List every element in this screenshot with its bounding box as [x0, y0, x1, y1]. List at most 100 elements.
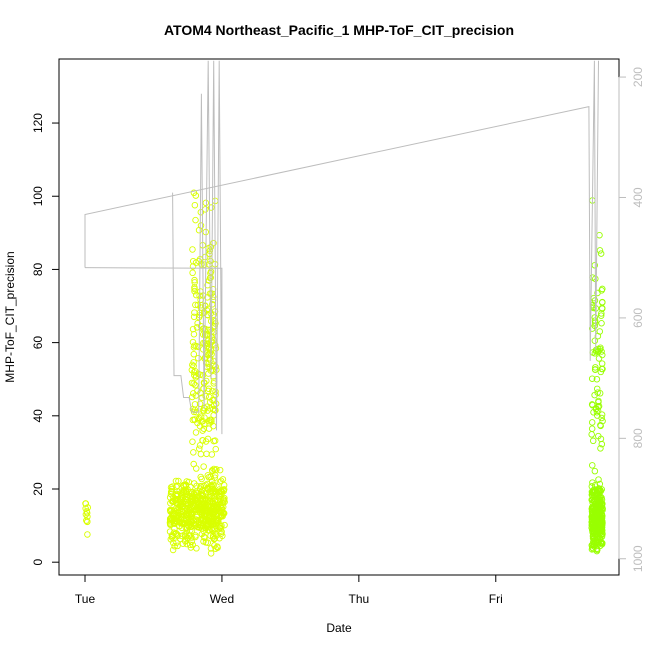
data-point [593, 514, 600, 521]
y2-tick-label: 600 [631, 308, 645, 328]
y-tick-label: 0 [31, 559, 45, 566]
data-point [193, 498, 201, 505]
data-point [591, 512, 598, 519]
y2-tick-label: 800 [631, 428, 645, 448]
data-point [178, 490, 185, 498]
data-point [207, 545, 215, 552]
data-point [204, 407, 211, 414]
data-point [188, 534, 195, 541]
data-point [589, 401, 596, 409]
data-point [212, 445, 220, 453]
data-point [597, 344, 604, 352]
data-point [189, 438, 196, 445]
data-point [209, 481, 216, 488]
data-point [598, 503, 605, 511]
data-points [82, 189, 606, 557]
data-point [189, 246, 196, 253]
data-point [596, 247, 604, 254]
data-point [173, 539, 180, 546]
data-point [196, 485, 204, 492]
data-point [192, 532, 199, 539]
data-point [211, 494, 219, 501]
data-point [591, 467, 599, 475]
data-point [181, 531, 189, 538]
data-point [598, 365, 606, 373]
data-point [598, 351, 606, 359]
data-point [217, 525, 225, 532]
data-point [191, 521, 198, 528]
data-point [595, 402, 603, 410]
data-point [174, 514, 181, 522]
data-point [169, 539, 177, 547]
data-point [186, 541, 194, 548]
data-point [214, 517, 222, 524]
data-point [598, 360, 606, 367]
data-point [589, 437, 597, 445]
data-point [84, 531, 91, 538]
data-point [200, 309, 208, 317]
data-point [597, 539, 604, 546]
data-point [190, 460, 197, 468]
data-point [187, 517, 195, 524]
data-point [208, 499, 216, 506]
data-point [217, 487, 224, 494]
y-tick-label: 60 [31, 336, 45, 350]
data-point [205, 425, 213, 432]
data-point [217, 490, 224, 497]
x-axis-label: Date [326, 621, 352, 635]
data-point [193, 291, 200, 299]
data-point [202, 438, 210, 445]
x-tick-label: Wed [210, 592, 234, 606]
data-point [209, 396, 216, 404]
data-point [211, 474, 218, 481]
data-point [178, 532, 186, 540]
data-point [205, 418, 213, 425]
data-point [593, 412, 601, 419]
data-point [167, 488, 175, 496]
data-point [190, 480, 198, 487]
data-point [189, 257, 197, 265]
data-point [82, 500, 90, 507]
data-point [83, 517, 90, 524]
data-point [591, 366, 599, 373]
data-point [191, 279, 198, 286]
data-point [211, 535, 218, 542]
data-point [175, 477, 182, 485]
data-point [206, 527, 213, 534]
x-tick-label: Thu [349, 592, 370, 606]
y-axis-label: MHP-ToF_CIT_precision [3, 251, 17, 382]
data-point [202, 393, 209, 400]
data-point [199, 427, 206, 434]
data-point [208, 451, 216, 458]
data-point [174, 491, 181, 498]
data-point [589, 541, 596, 548]
data-point [192, 381, 199, 389]
data-point [166, 517, 174, 525]
data-point [174, 542, 181, 550]
data-point [187, 544, 195, 551]
data-point [204, 484, 212, 492]
data-point [598, 287, 605, 294]
chart-title: ATOM4 Northeast_Pacific_1 MHP-ToF_CIT_pr… [164, 22, 514, 38]
data-point [192, 192, 200, 199]
data-point [596, 390, 604, 397]
data-point [188, 492, 196, 500]
data-point [591, 322, 599, 330]
data-point [201, 253, 209, 261]
data-point [592, 511, 599, 518]
data-point [197, 296, 204, 304]
data-point [591, 481, 599, 489]
data-point [199, 499, 207, 507]
data-point [202, 206, 209, 213]
y2-tick-label: 1000 [631, 545, 645, 572]
data-point [190, 331, 198, 338]
data-point [200, 463, 207, 470]
data-point [212, 391, 219, 398]
data-point [197, 222, 205, 229]
data-point [596, 486, 603, 493]
data-point [595, 476, 602, 483]
data-point [188, 393, 196, 401]
data-point [199, 417, 207, 425]
data-point [169, 546, 177, 554]
data-point [214, 505, 221, 513]
